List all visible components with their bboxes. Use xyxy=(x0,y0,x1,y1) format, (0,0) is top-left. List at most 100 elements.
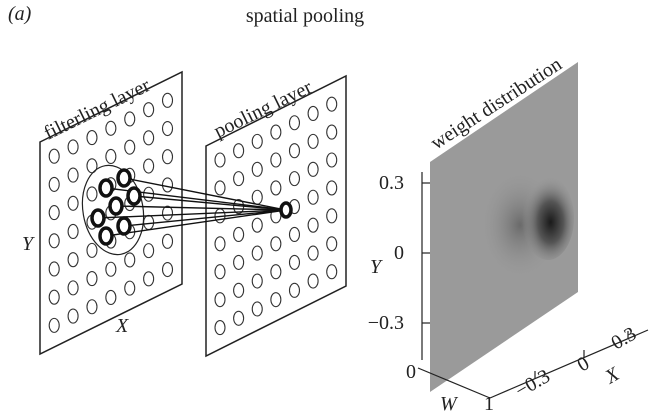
w-tick-label: 1 xyxy=(484,393,494,415)
weight-peak xyxy=(522,176,574,260)
neuron xyxy=(327,125,337,139)
figure: (a) spatial pooling filterling layer poo… xyxy=(0,0,664,418)
neuron xyxy=(308,162,318,176)
neuron xyxy=(163,206,173,220)
neuron xyxy=(106,121,116,135)
neuron xyxy=(327,97,337,111)
axis-label: Y xyxy=(370,256,383,278)
neuron xyxy=(87,243,97,257)
x-tick-label: −0.3 xyxy=(512,365,554,402)
neuron xyxy=(271,293,281,307)
active-neuron xyxy=(92,210,104,226)
neuron xyxy=(125,112,135,126)
neuron xyxy=(163,234,173,248)
neuron xyxy=(271,153,281,167)
axis-label: Y xyxy=(22,233,35,255)
active-neuron xyxy=(100,228,112,244)
y-tick-label: −0.3 xyxy=(368,312,404,334)
neuron xyxy=(87,131,97,145)
neuron xyxy=(252,302,262,316)
neuron xyxy=(215,293,225,307)
neuron xyxy=(87,300,97,314)
neuron xyxy=(68,168,78,182)
neuron xyxy=(234,144,244,158)
panel-label: (a) xyxy=(8,3,32,25)
axis-label: X xyxy=(601,363,624,389)
neuron xyxy=(49,262,59,276)
neuron xyxy=(271,125,281,139)
neuron xyxy=(271,181,281,195)
neuron xyxy=(308,246,318,260)
neuron xyxy=(252,246,262,260)
neuron xyxy=(234,311,244,325)
neuron xyxy=(49,177,59,191)
neuron xyxy=(144,159,154,173)
x-tick-label: 0.3 xyxy=(608,323,641,355)
neuron xyxy=(163,263,173,277)
neuron xyxy=(163,122,173,136)
neuron xyxy=(68,309,78,323)
neuron xyxy=(234,283,244,297)
active-neuron xyxy=(118,170,130,186)
neuron xyxy=(125,140,135,154)
w-tick-label: 0 xyxy=(406,361,416,383)
active-neuron xyxy=(110,198,122,214)
neuron xyxy=(234,172,244,186)
neuron xyxy=(125,253,135,267)
neuron xyxy=(68,281,78,295)
neuron xyxy=(308,106,318,120)
neuron xyxy=(215,265,225,279)
neuron xyxy=(252,162,262,176)
axis-label: W xyxy=(440,393,459,415)
neuron xyxy=(327,153,337,167)
neuron xyxy=(289,283,299,297)
neuron xyxy=(327,209,337,223)
neuron xyxy=(234,255,244,269)
neuron xyxy=(144,131,154,145)
active-neuron xyxy=(128,188,140,204)
neuron xyxy=(68,140,78,154)
neuron xyxy=(125,281,135,295)
neuron xyxy=(163,150,173,164)
neuron xyxy=(252,190,262,204)
neuron xyxy=(308,274,318,288)
neuron xyxy=(106,290,116,304)
y-tick-label: 0 xyxy=(394,242,404,264)
neuron xyxy=(327,181,337,195)
neuron xyxy=(144,272,154,286)
neuron xyxy=(215,237,225,251)
neuron xyxy=(163,93,173,107)
neuron xyxy=(289,255,299,269)
neuron xyxy=(234,227,244,241)
neuron xyxy=(68,196,78,210)
neuron xyxy=(289,116,299,130)
neuron xyxy=(215,153,225,167)
neuron xyxy=(308,134,318,148)
neuron xyxy=(68,224,78,238)
neuron xyxy=(252,218,262,232)
neuron xyxy=(215,181,225,195)
figure-title: spatial pooling xyxy=(246,5,364,27)
neuron xyxy=(144,215,154,229)
neuron xyxy=(144,103,154,117)
active-neuron xyxy=(100,180,112,196)
neuron xyxy=(106,149,116,163)
neuron xyxy=(68,253,78,267)
neuron xyxy=(106,262,116,276)
neuron xyxy=(87,272,97,286)
neuron xyxy=(163,178,173,192)
neuron xyxy=(252,134,262,148)
neuron xyxy=(49,318,59,332)
neuron xyxy=(252,274,262,288)
pooling-neuron xyxy=(281,203,291,217)
neuron xyxy=(49,206,59,220)
neuron xyxy=(327,265,337,279)
neuron xyxy=(308,190,318,204)
neuron xyxy=(289,172,299,186)
neuron xyxy=(49,149,59,163)
neuron xyxy=(327,237,337,251)
neuron xyxy=(215,321,225,335)
neuron xyxy=(49,234,59,248)
neuron xyxy=(289,227,299,241)
neuron xyxy=(49,290,59,304)
